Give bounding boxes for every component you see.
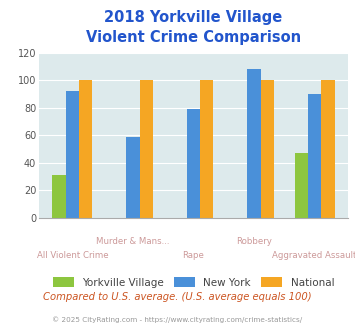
Bar <box>321 80 334 218</box>
Bar <box>308 94 321 218</box>
Bar <box>247 69 261 218</box>
Bar <box>140 80 153 218</box>
Bar <box>187 109 200 218</box>
Text: © 2025 CityRating.com - https://www.cityrating.com/crime-statistics/: © 2025 CityRating.com - https://www.city… <box>53 317 302 323</box>
Legend: Yorkville Village, New York, National: Yorkville Village, New York, National <box>49 273 338 292</box>
Bar <box>79 80 92 218</box>
Bar <box>295 153 308 218</box>
Title: 2018 Yorkville Village
Violent Crime Comparison: 2018 Yorkville Village Violent Crime Com… <box>86 10 301 45</box>
Text: Rape: Rape <box>182 251 204 260</box>
Bar <box>126 137 140 218</box>
Text: All Violent Crime: All Violent Crime <box>37 251 108 260</box>
Bar <box>261 80 274 218</box>
Text: Murder & Mans...: Murder & Mans... <box>96 237 170 246</box>
Bar <box>200 80 213 218</box>
Text: Aggravated Assault: Aggravated Assault <box>272 251 355 260</box>
Bar <box>53 175 66 218</box>
Text: Compared to U.S. average. (U.S. average equals 100): Compared to U.S. average. (U.S. average … <box>43 292 312 302</box>
Text: Robbery: Robbery <box>236 237 272 246</box>
Bar <box>66 91 79 218</box>
